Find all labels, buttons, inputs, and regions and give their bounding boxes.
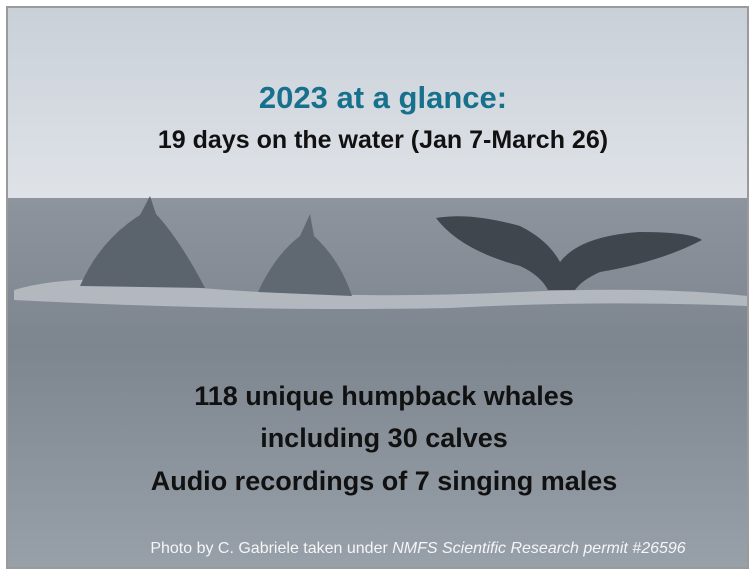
- title: 2023 at a glance:: [259, 80, 507, 115]
- page: {"slide": { "title": "2023 at a glance:"…: [0, 0, 754, 575]
- subtitle: 19 days on the water (Jan 7-March 26): [158, 126, 608, 154]
- slide: 2023 at a glance: 19 days on the water (…: [0, 0, 754, 575]
- credit-permit: NMFS Scientific Research permit #26596: [392, 540, 686, 557]
- photo-credit: Photo by C. Gabriele taken under NMFS Sc…: [150, 540, 685, 557]
- stat-line: Audio recordings of 7 singing males: [151, 466, 618, 496]
- stat-line: including 30 calves: [260, 423, 508, 453]
- credit-text: Photo by C. Gabriele taken under: [150, 540, 392, 557]
- stat-line: 118 unique humpback whales: [194, 381, 574, 411]
